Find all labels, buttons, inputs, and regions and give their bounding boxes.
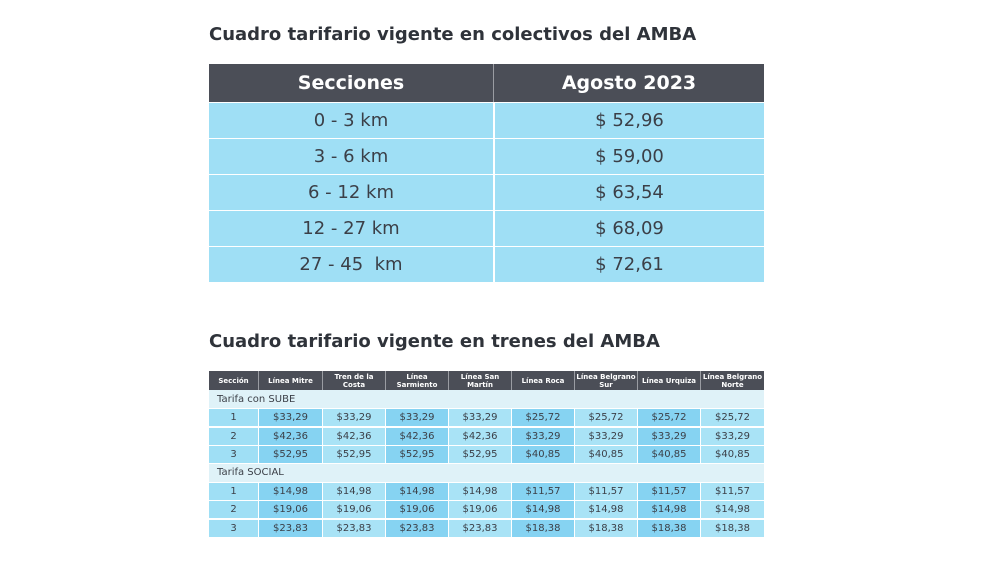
table-cell: 2 <box>209 500 258 518</box>
table-cell: $19,06 <box>258 500 322 518</box>
table-cell: $14,98 <box>637 500 700 518</box>
table-cell: $14,98 <box>385 481 448 500</box>
table-cell: $18,38 <box>574 518 637 537</box>
group-label: Tarifa SOCIAL <box>209 463 764 482</box>
header-cell: Línea Mitre <box>258 371 322 390</box>
table-cell: $18,38 <box>637 518 700 537</box>
table-cell: $11,57 <box>637 481 700 500</box>
table-cell: $14,98 <box>574 500 637 518</box>
group-label: Tarifa con SUBE <box>209 390 764 408</box>
table-cell: $42,36 <box>322 426 385 445</box>
table-cell: $52,95 <box>258 445 322 463</box>
table-cell: $ 68,09 <box>493 211 764 246</box>
header-cell: Línea Urquiza <box>637 371 700 390</box>
table-cell: $18,38 <box>511 518 574 537</box>
table-cell: $19,06 <box>322 500 385 518</box>
table-cell: $33,29 <box>258 408 322 426</box>
header-cell: Línea San Martín <box>448 371 511 390</box>
table-cell: $40,85 <box>511 445 574 463</box>
table-cell: $33,29 <box>511 426 574 445</box>
table-cell: $ 52,96 <box>493 103 764 138</box>
table-cell: $52,95 <box>385 445 448 463</box>
table-cell: 0 - 3 km <box>209 103 493 138</box>
table-cell: $40,85 <box>574 445 637 463</box>
table-cell: $25,72 <box>637 408 700 426</box>
table-title: Cuadro tarifario vigente en trenes del A… <box>209 331 660 352</box>
table-cell: $33,29 <box>637 426 700 445</box>
header-cell: Línea Roca <box>511 371 574 390</box>
table-cell: $11,57 <box>574 481 637 500</box>
header-cell: Secciones <box>209 64 493 102</box>
table-cell: $19,06 <box>385 500 448 518</box>
table-cell: $33,29 <box>448 408 511 426</box>
table-cell: $25,72 <box>574 408 637 426</box>
table-cell: 2 <box>209 426 258 445</box>
table-cell: $52,95 <box>322 445 385 463</box>
table-cell: $23,83 <box>322 518 385 537</box>
table-cell: $ 59,00 <box>493 139 764 174</box>
table-cell: $33,29 <box>322 408 385 426</box>
table-cell: $33,29 <box>574 426 637 445</box>
table-cell: $42,36 <box>258 426 322 445</box>
table-cell: $42,36 <box>385 426 448 445</box>
table-cell: $23,83 <box>258 518 322 537</box>
table-cell: 1 <box>209 408 258 426</box>
table-cell: $14,98 <box>258 481 322 500</box>
table-cell: $14,98 <box>511 500 574 518</box>
table-cell: $11,57 <box>700 481 764 500</box>
table-cell: 27 - 45 km <box>209 247 493 282</box>
table-cell: $14,98 <box>448 481 511 500</box>
table-cell: 3 - 6 km <box>209 139 493 174</box>
table-cell: 12 - 27 km <box>209 211 493 246</box>
table-cell: $11,57 <box>511 481 574 500</box>
table-cell: $23,83 <box>448 518 511 537</box>
table-cell: $ 72,61 <box>493 247 764 282</box>
table-cell: 1 <box>209 481 258 500</box>
header-cell: Línea Sarmiento <box>385 371 448 390</box>
table-cell: $14,98 <box>700 500 764 518</box>
table-cell: $40,85 <box>637 445 700 463</box>
header-cell: Agosto 2023 <box>493 64 764 102</box>
table-cell: $19,06 <box>448 500 511 518</box>
table-cell: $33,29 <box>385 408 448 426</box>
table-cell: $14,98 <box>322 481 385 500</box>
table-cell: $ 63,54 <box>493 175 764 210</box>
table-cell: $40,85 <box>700 445 764 463</box>
table-cell: 6 - 12 km <box>209 175 493 210</box>
table-title: Cuadro tarifario vigente en colectivos d… <box>209 24 697 45</box>
header-cell: Línea Belgrano Norte <box>700 371 764 390</box>
table-cell: $18,38 <box>700 518 764 537</box>
table-cell: $33,29 <box>700 426 764 445</box>
header-cell: Línea Belgrano Sur <box>574 371 637 390</box>
table-cell: 3 <box>209 445 258 463</box>
table-cell: $25,72 <box>511 408 574 426</box>
header-cell: Sección <box>209 371 258 390</box>
table-cell: $52,95 <box>448 445 511 463</box>
table-cell: 3 <box>209 518 258 537</box>
table-cell: $25,72 <box>700 408 764 426</box>
table-cell: $23,83 <box>385 518 448 537</box>
header-cell: Tren de la Costa <box>322 371 385 390</box>
table-cell: $42,36 <box>448 426 511 445</box>
